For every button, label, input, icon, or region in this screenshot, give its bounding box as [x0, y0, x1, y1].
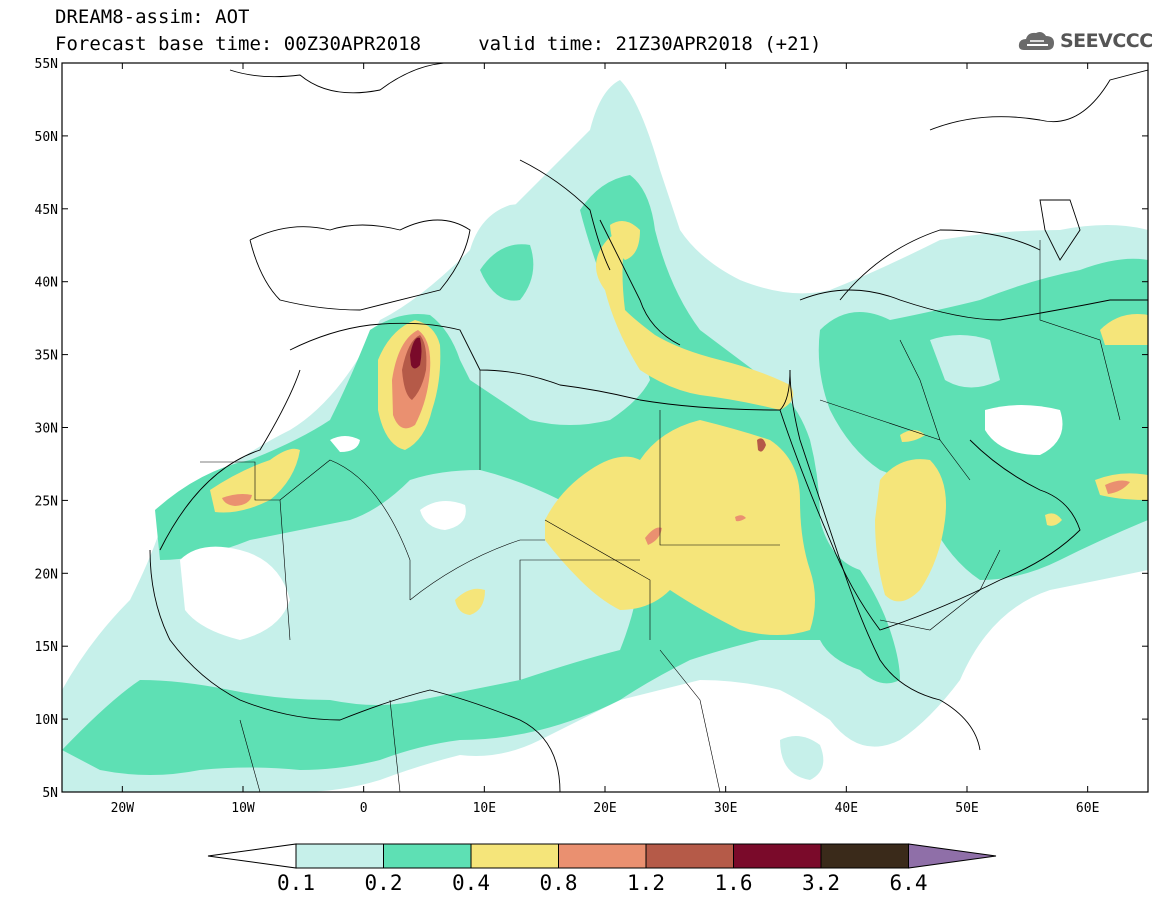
lat-tick-label: 35N — [35, 349, 58, 364]
longitude-ticks: 20W 10W 0 10E 20E 30E 40E 50E 60E — [111, 63, 1099, 816]
lon-tick-label: 20E — [593, 801, 616, 816]
aot-band-1.6 — [410, 337, 422, 369]
colorbar-label: 0.8 — [540, 871, 578, 895]
colorbar-bin — [558, 843, 647, 869]
colorbar-over-arrow — [908, 843, 997, 869]
colorbar-label: 1.6 — [715, 871, 753, 895]
colorbar: 0.1 0.2 0.4 0.8 1.2 1.6 3.2 6.4 — [207, 843, 997, 895]
lon-tick-label: 10E — [473, 801, 496, 816]
lon-tick-label: 50E — [955, 801, 978, 816]
lon-tick-label: 0 — [360, 801, 368, 816]
lon-tick-label: 40E — [835, 801, 858, 816]
lon-tick-label: 30E — [714, 801, 737, 816]
aot-band-0.2 — [62, 175, 1148, 775]
colorbar-label: 0.4 — [452, 871, 490, 895]
lat-tick-label: 15N — [35, 640, 58, 655]
lat-tick-label: 55N — [35, 57, 58, 72]
lat-tick-label: 45N — [35, 203, 58, 218]
colorbar-label: 6.4 — [890, 871, 928, 895]
colorbar-label: 3.2 — [802, 871, 840, 895]
colorbar-bin — [295, 843, 384, 869]
colorbar-bin — [733, 843, 822, 869]
aot-band-0.4 — [210, 221, 1148, 635]
lat-tick-label: 50N — [35, 130, 58, 145]
lon-tick-label: 10W — [231, 801, 255, 816]
title-line-2: Forecast base time: 00Z30APR2018 valid t… — [55, 33, 822, 55]
lat-tick-label: 20N — [35, 567, 58, 582]
lat-tick-label: 30N — [35, 422, 58, 437]
lon-tick-label: 60E — [1076, 801, 1099, 816]
colorbar-under-arrow — [207, 843, 297, 869]
colorbar-bin — [470, 843, 559, 869]
colorbar-bin — [820, 843, 909, 869]
cloud-logo-icon — [1018, 32, 1054, 50]
lat-tick-label: 40N — [35, 276, 58, 291]
aot-band-low-holes — [180, 405, 1063, 640]
colorbar-label: 1.2 — [627, 871, 665, 895]
colorbar-bin — [645, 843, 734, 869]
colorbar-bin — [383, 843, 472, 869]
aot-fill-layer — [62, 80, 1148, 792]
title-line-1: DREAM8-assim: AOT — [55, 6, 250, 28]
lat-tick-label: 10N — [35, 713, 58, 728]
colorbar-label: 0.1 — [277, 871, 315, 895]
colorbar-label: 0.2 — [365, 871, 403, 895]
lat-tick-label: 25N — [35, 494, 58, 509]
lon-tick-label: 20W — [111, 801, 135, 816]
lat-tick-label: 5N — [42, 786, 58, 801]
country-borders — [200, 240, 1121, 792]
latitude-ticks: 55N 50N 45N 40N 35N 30N 25N 20N 15N 10N 5N — [35, 57, 1148, 801]
coastlines — [149, 63, 1148, 792]
logo-text: SEEVCCC — [1060, 30, 1153, 52]
